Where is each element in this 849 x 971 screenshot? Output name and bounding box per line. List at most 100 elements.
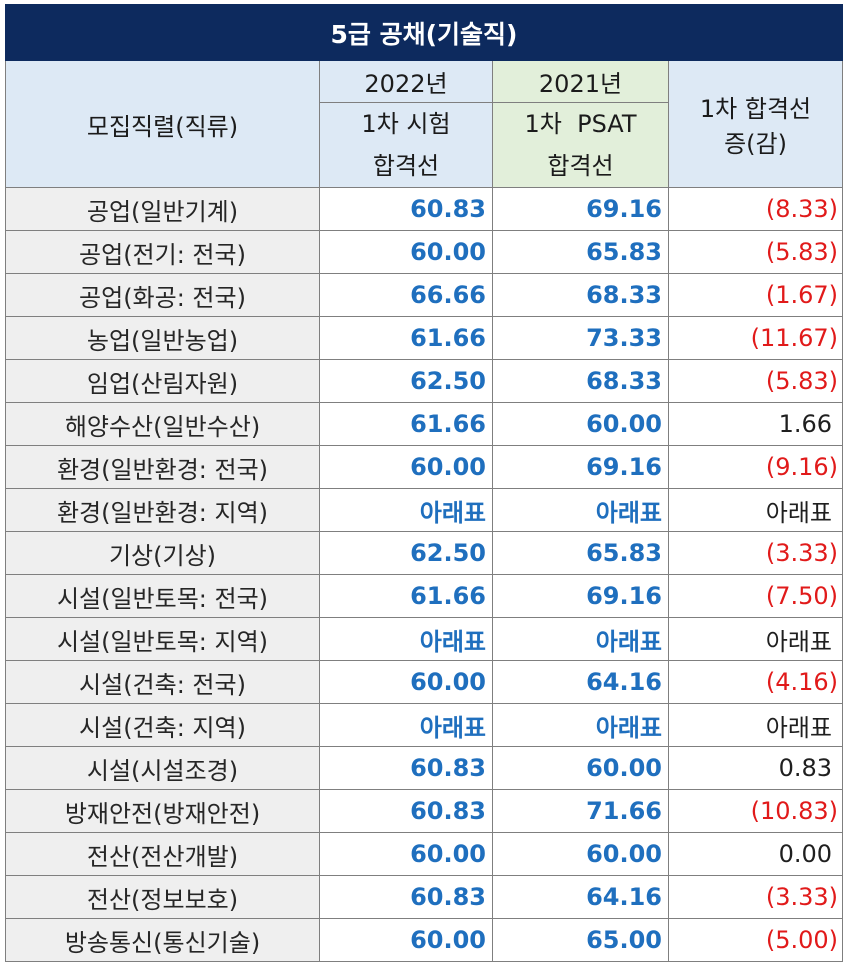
diff-cell: (11.67) <box>667 316 844 360</box>
header-job: 모집직렬(직류) <box>5 60 320 188</box>
header-2021-sub-line2: 합격선 <box>547 152 614 180</box>
job-cell: 공업(전기: 전국) <box>5 230 320 274</box>
table-row: 시설(건축: 지역) 아래표 아래표 아래표 <box>5 703 844 747</box>
diff-cell: (3.33) <box>667 875 844 919</box>
cutoff-2022-cell: 60.83 <box>319 187 493 231</box>
cutoff-2021-cell: 65.00 <box>492 918 669 962</box>
table-title: 5급 공채(기술직) <box>4 4 844 61</box>
cutoff-2021-cell: 68.33 <box>492 273 669 317</box>
header-year-2021: 2021년 <box>492 60 669 103</box>
table-row: 농업(일반농업) 61.66 73.33 (11.67) <box>5 316 844 360</box>
cutoff-2021-cell: 64.16 <box>492 660 669 704</box>
header-2021-sub-line1: 1차 PSAT <box>524 110 637 138</box>
job-cell: 공업(일반기계) <box>5 187 320 231</box>
diff-cell: 1.66 <box>667 402 844 446</box>
table-row: 해양수산(일반수산) 61.66 60.00 1.66 <box>5 402 844 446</box>
header-2022-sub-line1: 1차 시험 <box>361 110 451 138</box>
table-body: 공업(일반기계) 60.83 69.16 (8.33) 공업(전기: 전국) 60.00 6… <box>5 187 844 962</box>
cutoff-2022-cell: 아래표 <box>319 617 493 661</box>
job-cell: 환경(일반환경: 지역) <box>5 488 320 532</box>
diff-cell: (9.16) <box>667 445 844 489</box>
job-cell: 시설(일반토목: 지역) <box>5 617 320 661</box>
job-cell: 임업(산림자원) <box>5 359 320 403</box>
job-cell: 시설(시설조경) <box>5 746 320 790</box>
diff-cell: (10.83) <box>667 789 844 833</box>
cutoff-table: 5급 공채(기술직) 모집직렬(직류) 2022년 2021년 1차 합격선 증… <box>4 4 844 962</box>
cutoff-2021-cell: 73.33 <box>492 316 669 360</box>
cutoff-2021-cell: 60.00 <box>492 746 669 790</box>
diff-cell: 아래표 <box>667 617 844 661</box>
cutoff-2021-cell: 69.16 <box>492 445 669 489</box>
header-2021-sub: 1차 PSAT 합격선 <box>492 102 669 188</box>
table-row: 방송통신(통신기술) 60.00 65.00 (5.00) <box>5 918 844 962</box>
cutoff-2022-cell: 아래표 <box>319 703 493 747</box>
job-cell: 전산(정보보호) <box>5 875 320 919</box>
table-row: 시설(일반토목: 전국) 61.66 69.16 (7.50) <box>5 574 844 618</box>
cutoff-2021-cell: 아래표 <box>492 617 669 661</box>
job-cell: 시설(일반토목: 전국) <box>5 574 320 618</box>
diff-cell: (5.00) <box>667 918 844 962</box>
cutoff-2021-cell: 60.00 <box>492 832 669 876</box>
cutoff-2021-cell: 65.83 <box>492 531 669 575</box>
cutoff-2022-cell: 61.66 <box>319 316 493 360</box>
table-row: 전산(정보보호) 60.83 64.16 (3.33) <box>5 875 844 919</box>
diff-cell: 아래표 <box>667 488 844 532</box>
cutoff-2022-cell: 66.66 <box>319 273 493 317</box>
cutoff-2021-cell: 69.16 <box>492 574 669 618</box>
table-row: 임업(산림자원) 62.50 68.33 (5.83) <box>5 359 844 403</box>
job-cell: 환경(일반환경: 전국) <box>5 445 320 489</box>
cutoff-2022-cell: 아래표 <box>319 488 493 532</box>
cutoff-2021-cell: 71.66 <box>492 789 669 833</box>
diff-cell: (7.50) <box>667 574 844 618</box>
cutoff-2021-cell: 아래표 <box>492 488 669 532</box>
cutoff-2022-cell: 60.83 <box>319 746 493 790</box>
cutoff-2022-cell: 60.83 <box>319 789 493 833</box>
cutoff-2022-cell: 62.50 <box>319 359 493 403</box>
diff-cell: (3.33) <box>667 531 844 575</box>
job-cell: 해양수산(일반수산) <box>5 402 320 446</box>
header-diff-line1: 1차 합격선 <box>699 95 812 123</box>
cutoff-2021-cell: 64.16 <box>492 875 669 919</box>
cutoff-2022-cell: 61.66 <box>319 402 493 446</box>
table-row: 환경(일반환경: 지역) 아래표 아래표 아래표 <box>5 488 844 532</box>
cutoff-2022-cell: 60.00 <box>319 918 493 962</box>
header-diff-line2: 증(감) <box>724 130 787 158</box>
diff-cell: (8.33) <box>667 187 844 231</box>
header-diff: 1차 합격선 증(감) <box>667 60 844 188</box>
cutoff-2022-cell: 61.66 <box>319 574 493 618</box>
cutoff-2021-cell: 69.16 <box>492 187 669 231</box>
table-row: 공업(전기: 전국) 60.00 65.83 (5.83) <box>5 230 844 274</box>
cutoff-2022-cell: 60.00 <box>319 660 493 704</box>
job-cell: 농업(일반농업) <box>5 316 320 360</box>
table-row: 방재안전(방재안전) 60.83 71.66 (10.83) <box>5 789 844 833</box>
job-cell: 기상(기상) <box>5 531 320 575</box>
header-2022-sub-line2: 합격선 <box>372 152 440 180</box>
cutoff-2021-cell: 60.00 <box>492 402 669 446</box>
table-row: 공업(일반기계) 60.83 69.16 (8.33) <box>5 187 844 231</box>
header-2022-sub: 1차 시험 합격선 <box>319 102 493 188</box>
diff-cell: (5.83) <box>667 230 844 274</box>
diff-cell: 아래표 <box>667 703 844 747</box>
table-row: 기상(기상) 62.50 65.83 (3.33) <box>5 531 844 575</box>
diff-cell: (4.16) <box>667 660 844 704</box>
table-row: 시설(건축: 전국) 60.00 64.16 (4.16) <box>5 660 844 704</box>
job-cell: 시설(건축: 지역) <box>5 703 320 747</box>
diff-cell: 0.83 <box>667 746 844 790</box>
table-row: 공업(화공: 전국) 66.66 68.33 (1.67) <box>5 273 844 317</box>
cutoff-2021-cell: 68.33 <box>492 359 669 403</box>
cutoff-2022-cell: 60.00 <box>319 445 493 489</box>
cutoff-2022-cell: 62.50 <box>319 531 493 575</box>
table-row: 시설(일반토목: 지역) 아래표 아래표 아래표 <box>5 617 844 661</box>
cutoff-2022-cell: 60.00 <box>319 832 493 876</box>
job-cell: 시설(건축: 전국) <box>5 660 320 704</box>
diff-cell: 0.00 <box>667 832 844 876</box>
job-cell: 방송통신(통신기술) <box>5 918 320 962</box>
header-year-2022: 2022년 <box>319 60 493 103</box>
cutoff-2022-cell: 60.83 <box>319 875 493 919</box>
job-cell: 공업(화공: 전국) <box>5 273 320 317</box>
table-row: 환경(일반환경: 전국) 60.00 69.16 (9.16) <box>5 445 844 489</box>
job-cell: 방재안전(방재안전) <box>5 789 320 833</box>
cutoff-2021-cell: 아래표 <box>492 703 669 747</box>
diff-cell: (1.67) <box>667 273 844 317</box>
diff-cell: (5.83) <box>667 359 844 403</box>
